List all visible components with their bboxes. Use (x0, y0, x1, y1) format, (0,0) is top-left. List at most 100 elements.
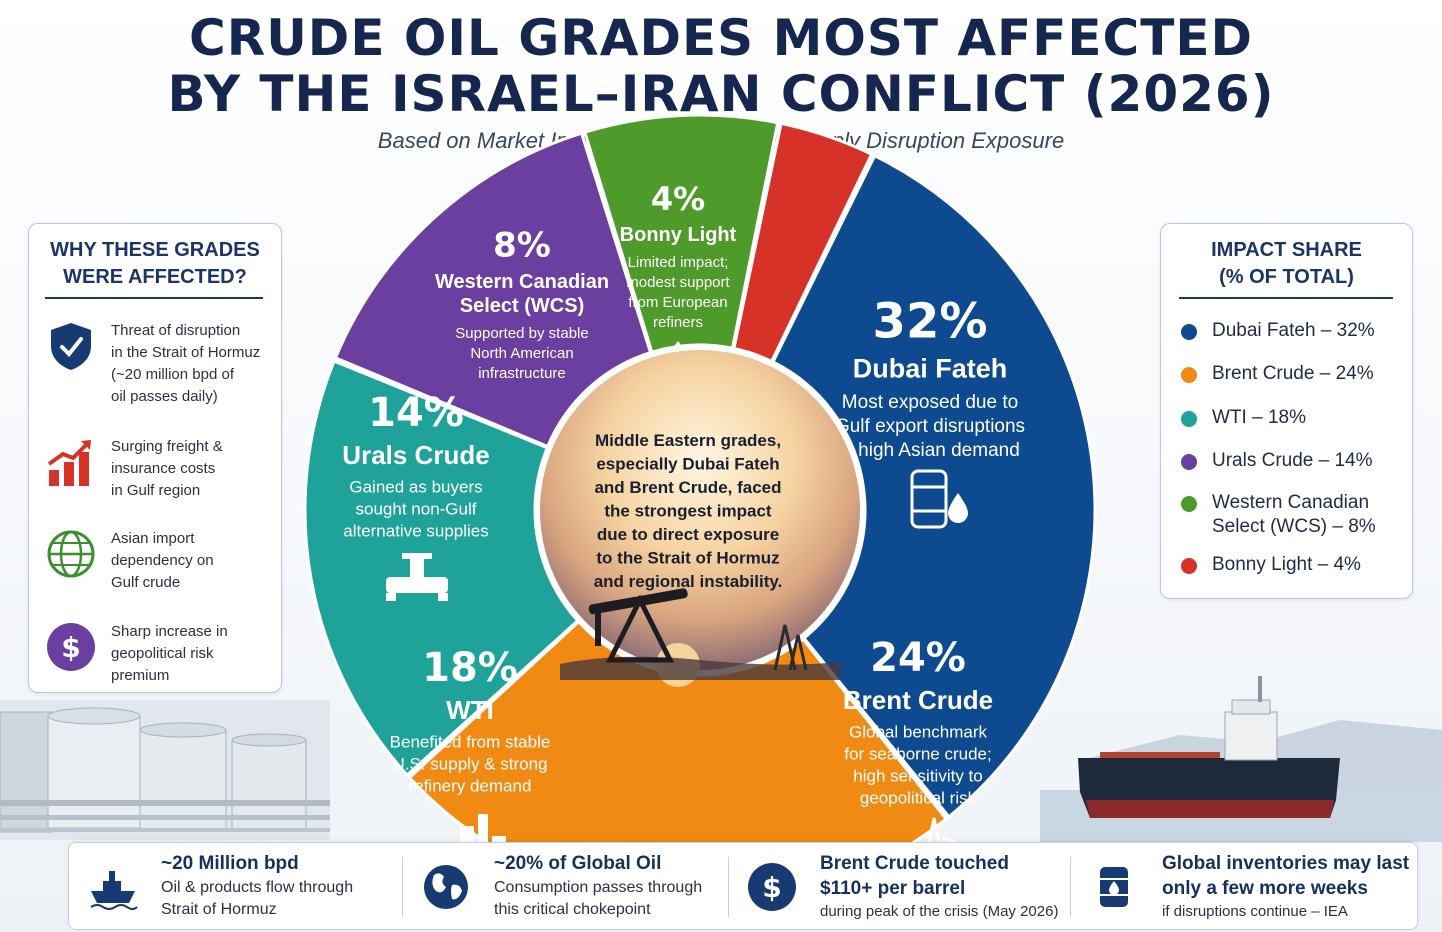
stat-line: during peak of the crisis (May 2026) (820, 903, 1059, 920)
reason-line: in the Strait of Hormuz (111, 344, 261, 361)
center-annotation: Middle Eastern grades, especially Dubai F… (594, 431, 783, 591)
svg-text:$: $ (762, 871, 781, 904)
stat-headline: Global inventories may last (1162, 853, 1410, 874)
wedge-description: Benefited from stable (390, 733, 551, 752)
wedge-bonny-light (732, 121, 874, 364)
stat-divider (402, 857, 403, 917)
stat-line: $110+ per barrel (820, 878, 966, 899)
wedge-percent: 14% (368, 390, 464, 436)
tanker-ship-icon (90, 871, 138, 910)
oil-barrel-icon (1100, 867, 1128, 907)
wedge-percent: 4% (651, 180, 705, 218)
stat-item: ~20% of Global Oil Consumption passes th… (402, 843, 728, 929)
reason-item: Threat of disruption in the Strait of Ho… (29, 320, 281, 405)
wedge-description: Gulf export disruptions (835, 416, 1025, 437)
wedge-description: North American (470, 345, 573, 362)
wedge-description: U.S. supply & strong (393, 755, 548, 774)
stat-line: Strait of Hormuz (161, 901, 277, 918)
legend-label: Brent Crude – 24% (1212, 363, 1374, 384)
center-text-line: Middle Eastern grades, (595, 431, 781, 450)
wedge-description: Supported by stable (455, 325, 588, 342)
page-title-line2: BY THE ISRAEL–IRAN CONFLICT (2026) (167, 65, 1275, 123)
stat-line: this critical chokepoint (494, 901, 651, 918)
stat-line: Consumption passes through (494, 879, 703, 896)
reason-line: Asian import (111, 530, 195, 547)
legend-label: Urals Crude – 14% (1212, 450, 1373, 471)
reason-line: Surging freight & (111, 438, 223, 455)
stat-headline: ~20% of Global Oil (494, 853, 662, 874)
why-panel-title-line2: WERE AFFECTED? (63, 266, 247, 288)
wedge-description: refiners (653, 314, 703, 331)
legend-title-line1: IMPACT SHARE (1211, 239, 1362, 261)
wedge-description: refinery demand (409, 777, 532, 796)
impact-share-legend: IMPACT SHARE (% OF TOTAL) Dubai Fateh – … (1160, 223, 1413, 599)
wedge-description: from European (628, 294, 727, 311)
wedge-description: & high Asian demand (840, 440, 1020, 461)
pumpjack-icon (605, 594, 675, 663)
stat-headline: Brent Crude touched (820, 853, 1009, 874)
center-text-line: the strongest impact (604, 502, 772, 521)
legend-swatch (1181, 367, 1197, 383)
wedge-percent: 24% (870, 635, 966, 681)
reason-line: Sharp increase in (111, 623, 228, 640)
why-panel-title-line1: WHY THESE GRADES (50, 239, 260, 261)
pumpjack-sunset-illustration (560, 588, 840, 687)
legend-label: Western Canadian Select (WCS) – 8% (1212, 491, 1412, 539)
legend-label: Bonny Light – 4% (1212, 554, 1361, 575)
legend-swatch (1181, 558, 1197, 574)
reason-line: dependency on (111, 552, 214, 569)
wedge-description: geopolitical risk (860, 789, 977, 808)
stat-line: only a few more weeks (1162, 878, 1368, 899)
wedge-percent: 18% (422, 645, 518, 691)
reason-line: (~20 million bpd of (111, 366, 234, 383)
stat-item: Global inventories may last only a few m… (1070, 843, 1415, 929)
wedge-label-urals-crude: 14% Urals Crude Gained as buyers sought non… (342, 390, 490, 601)
wedge-label-wti: 18% WTI Benefited from stable U.S. supply &… (390, 645, 551, 872)
legend-rule (1179, 297, 1393, 299)
oil-barrel-icon (910, 469, 968, 529)
shield-check-icon (51, 323, 91, 370)
dollar-icon: $ (47, 623, 95, 671)
wedge-description: modest support (626, 274, 730, 291)
storage-tanks-illustration (0, 700, 330, 840)
wedge-grade-name: Urals Crude (342, 440, 489, 470)
wedge-wti (303, 359, 580, 778)
tanker-ship-illustration (1040, 676, 1442, 842)
legend-swatch (1181, 496, 1197, 512)
stat-line: Oil & products flow through (161, 879, 354, 896)
stat-divider (1070, 857, 1071, 917)
key-stats-bar: ~20 Million bpd Oil & products flow thro… (68, 842, 1418, 930)
globe-icon (424, 865, 468, 909)
pipeline-valve-icon (386, 553, 448, 601)
stat-divider (728, 857, 729, 917)
wedge-description: alternative supplies (343, 522, 489, 541)
center-text-line: and Brent Crude, faced (594, 478, 781, 497)
svg-text:$: $ (61, 631, 80, 664)
reason-line: premium (111, 667, 170, 684)
legend-swatch (1181, 411, 1197, 427)
reason-line: insurance costs (111, 460, 216, 477)
stat-line: if disruptions continue – IEA (1162, 903, 1348, 920)
rising-chart-icon (47, 440, 91, 486)
wedge-grade-name: Western Canadian (435, 271, 609, 293)
legend-title-line2: (% OF TOTAL) (1219, 266, 1354, 288)
stat-headline: ~20 Million bpd (161, 853, 299, 874)
reason-item: Surging freight & insurance costs in Gul… (29, 436, 281, 516)
wedge-description: Most exposed due to (842, 392, 1018, 413)
center-text-line: to the Strait of Hormuz (596, 549, 779, 568)
reason-line: Threat of disruption (111, 322, 241, 339)
wedge-description: Limited impact; (628, 254, 729, 271)
legend-label: Dubai Fateh – 32% (1212, 320, 1375, 341)
reason-line: in Gulf region (111, 482, 201, 499)
center-text-line: and regional instability. (594, 572, 783, 591)
page-title-line1: CRUDE OIL GRADES MOST AFFECTED (189, 9, 1253, 67)
wedge-description: sought non-Gulf (356, 500, 477, 519)
why-panel-rule (45, 297, 263, 299)
reason-line: geopolitical risk (111, 645, 214, 662)
dollar-icon: $ (748, 863, 796, 911)
reason-item: Asian import dependency on Gulf crude (29, 528, 281, 608)
legend-label-line: Western Canadian (1212, 492, 1370, 513)
wedge-grade-name: WTI (446, 695, 494, 725)
wedge-description: Global benchmark (849, 723, 987, 742)
